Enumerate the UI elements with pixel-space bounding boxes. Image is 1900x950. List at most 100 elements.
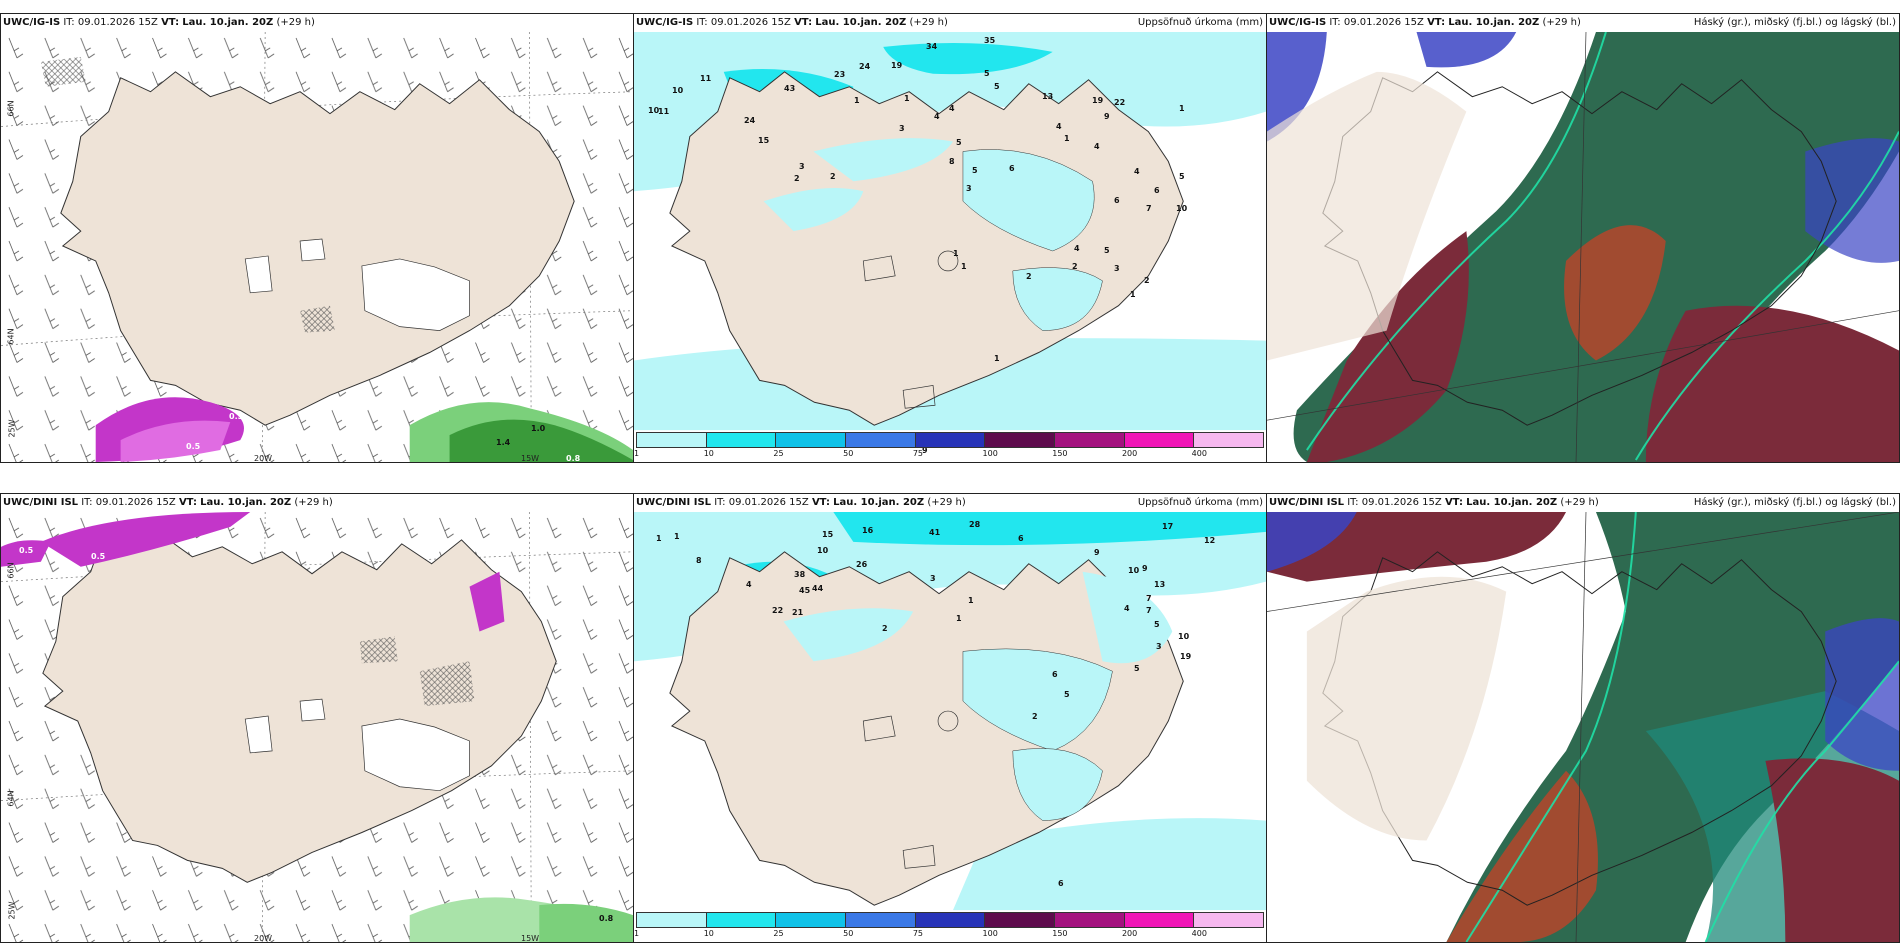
precip-value: 19 (1092, 96, 1104, 105)
precip-legend-ticks: 1 10 25 50 75 100 150 200 400 (634, 449, 1264, 460)
precip-value: 1 (1179, 104, 1185, 113)
wind-map (1, 512, 633, 942)
model-name: UWC/DINI ISL (3, 497, 79, 508)
legend-tick: 25 (773, 929, 784, 938)
precip-value: 5 (984, 69, 990, 78)
wind-value-label: 2.8 (351, 517, 366, 526)
wind-map-svg (1, 32, 633, 462)
precip-value: 4 (1134, 167, 1140, 176)
precip-value: 10 (817, 546, 829, 555)
legend-tick: 200 (1121, 929, 1138, 938)
precip-value: 24 (859, 62, 871, 71)
precip-value: 1 (674, 532, 680, 541)
lat-64n-label: 64N (6, 790, 16, 807)
precip-value: 4 (1056, 122, 1062, 131)
valid-time: Lau. 10.jan. 20Z (1466, 497, 1558, 508)
panel-precip-igis: UWC/IG-IS IT: 09.01.2026 15Z VT: Lau. 10… (633, 13, 1267, 463)
legend-swatch (1194, 913, 1264, 927)
lon-15w-label: 15W (521, 454, 540, 463)
precip-value: 9 (922, 446, 928, 455)
precip-value: 22 (772, 606, 784, 615)
precip-legend-bar (636, 432, 1264, 448)
precip-value: 24 (744, 116, 756, 125)
precip-value: 1 (904, 94, 910, 103)
legend-swatch (985, 913, 1056, 927)
precip-value: 3 (799, 162, 805, 171)
lead-time: (+29 h) (1560, 497, 1599, 508)
valid-time: Lau. 10.jan. 20Z (833, 497, 925, 508)
model-name: UWC/IG-IS (3, 17, 61, 28)
valid-label: VT: (1444, 497, 1463, 508)
precip-value: 1 (1130, 290, 1136, 299)
legend-swatch (915, 433, 986, 447)
panel-header: UWC/IG-IS IT: 09.01.2026 15Z VT: Lau. 10… (634, 14, 1266, 32)
precip-value: 10 (648, 106, 660, 115)
precip-value: 8 (696, 556, 702, 565)
precip-value: 15 (822, 530, 834, 539)
precip-value: 34 (926, 42, 938, 51)
valid-label: VT: (811, 497, 830, 508)
init-time: IT: 09.01.2026 15Z (1329, 17, 1424, 28)
wind-value-label: 0.5 (186, 442, 201, 451)
lead-time: (+29 h) (276, 17, 315, 28)
lon-20w-label: 20W (254, 454, 273, 463)
wind-value-label: 0.5 (91, 552, 106, 561)
precip-value: 5 (1104, 246, 1110, 255)
iceland-landmass (42, 531, 557, 883)
legend-swatch (915, 913, 986, 927)
precip-value: 2 (830, 172, 836, 181)
precip-value: 6 (1058, 879, 1064, 888)
wind-value-label: 1.0 (531, 424, 546, 433)
legend-tick: 100 (982, 929, 998, 938)
precip-value: 5 (994, 82, 1000, 91)
legend-swatch (706, 913, 777, 927)
precip-value: 4 (746, 580, 752, 589)
precip-value: 5 (1154, 620, 1160, 629)
panel-wind-igis: UWC/IG-IS IT: 09.01.2026 15Z VT: Lau. 10… (0, 13, 634, 463)
precip-value: 4 (949, 104, 955, 113)
precip-value: 5 (1179, 172, 1185, 181)
precip-legend-bar (636, 912, 1264, 928)
precip-legend: 1 10 25 50 75 100 150 200 400 (634, 912, 1264, 940)
precip-value: 2 (882, 624, 888, 633)
legend-swatch (846, 913, 916, 927)
precip-map (634, 32, 1266, 462)
panel-header: UWC/IG-IS IT: 09.01.2026 15Z VT: Lau. 10… (1267, 14, 1899, 32)
precip-value: 11 (700, 74, 712, 83)
init-time: IT: 09.01.2026 15Z (81, 497, 176, 508)
precip-value: 5 (972, 166, 978, 175)
lon-20w-label: 20W (254, 934, 273, 943)
precip-value: 10 (672, 86, 684, 95)
precip-value: 35 (984, 36, 996, 45)
panel-cloud-igis: UWC/IG-IS IT: 09.01.2026 15Z VT: Lau. 10… (1266, 13, 1900, 463)
field-title: Háský (gr.), miðský (fj.bl.) og lágský (… (1693, 497, 1896, 508)
legend-tick: 25 (773, 449, 784, 458)
precip-value: 43 (784, 84, 796, 93)
wind-value-label: 0.5 (229, 412, 244, 421)
precip-legend: 1 10 25 50 75 100 150 200 400 (634, 432, 1264, 460)
precip-value: 2 (1032, 712, 1038, 721)
legend-swatch (637, 433, 707, 447)
valid-label: VT: (1427, 17, 1446, 28)
precip-value: 4 (934, 112, 940, 121)
panel-header: UWC/IG-IS IT: 09.01.2026 15Z VT: Lau. 10… (1, 14, 633, 32)
precip-value: 9 (1104, 112, 1110, 121)
precip-value: 3 (899, 124, 905, 133)
legend-tick: 150 (1052, 449, 1068, 458)
field-title: Uppsöfnuð úrkoma (mm) (1137, 497, 1263, 508)
panel-precip-dini: UWC/DINI ISL IT: 09.01.2026 15Z VT: Lau.… (633, 493, 1267, 943)
precip-value: 11 (658, 107, 670, 116)
valid-time: Lau. 10.jan. 20Z (1448, 17, 1540, 28)
precip-value: 17 (1162, 522, 1174, 531)
valid-label: VT: (178, 497, 197, 508)
precip-value: 1 (956, 614, 962, 623)
precip-value: 23 (834, 70, 846, 79)
legend-swatch (985, 433, 1056, 447)
wind-value-label: 0.8 (599, 914, 614, 923)
legend-tick: 1 (634, 929, 640, 938)
lead-time: (+29 h) (1542, 17, 1581, 28)
valid-label: VT: (161, 17, 180, 28)
lead-time: (+29 h) (927, 497, 966, 508)
legend-tick: 1 (634, 449, 640, 458)
precip-value: 6 (1154, 186, 1160, 195)
